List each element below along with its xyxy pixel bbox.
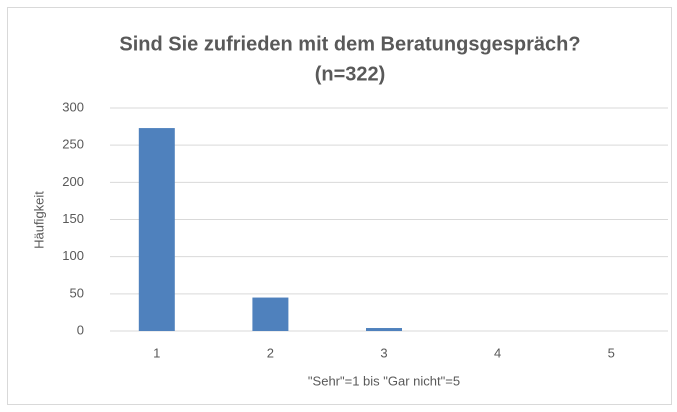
bar [366,328,402,331]
y-tick-label: 150 [62,211,84,226]
bar [138,128,175,331]
chart-title: Sind Sie zufrieden mit dem Beratungsgesp… [119,33,580,55]
x-tick-label: 5 [608,345,615,360]
x-tick-label: 1 [153,345,160,360]
bar [252,297,289,331]
x-tick-label: 4 [494,345,501,360]
y-tick-label: 50 [70,285,84,300]
y-tick-label: 100 [62,248,84,263]
y-tick-label: 200 [62,174,84,189]
y-tick-label: 250 [62,137,84,152]
y-tick-label: 300 [62,99,84,114]
x-tick-label: 3 [380,345,387,360]
x-tick-label: 2 [267,345,274,360]
chart-title: (n=322) [315,63,386,85]
y-axis-label: Häufigkeit [31,191,46,249]
x-axis-label: "Sehr"=1 bis "Gar nicht"=5 [308,373,460,388]
chart-frame [7,7,672,405]
y-tick-label: 0 [77,322,84,337]
